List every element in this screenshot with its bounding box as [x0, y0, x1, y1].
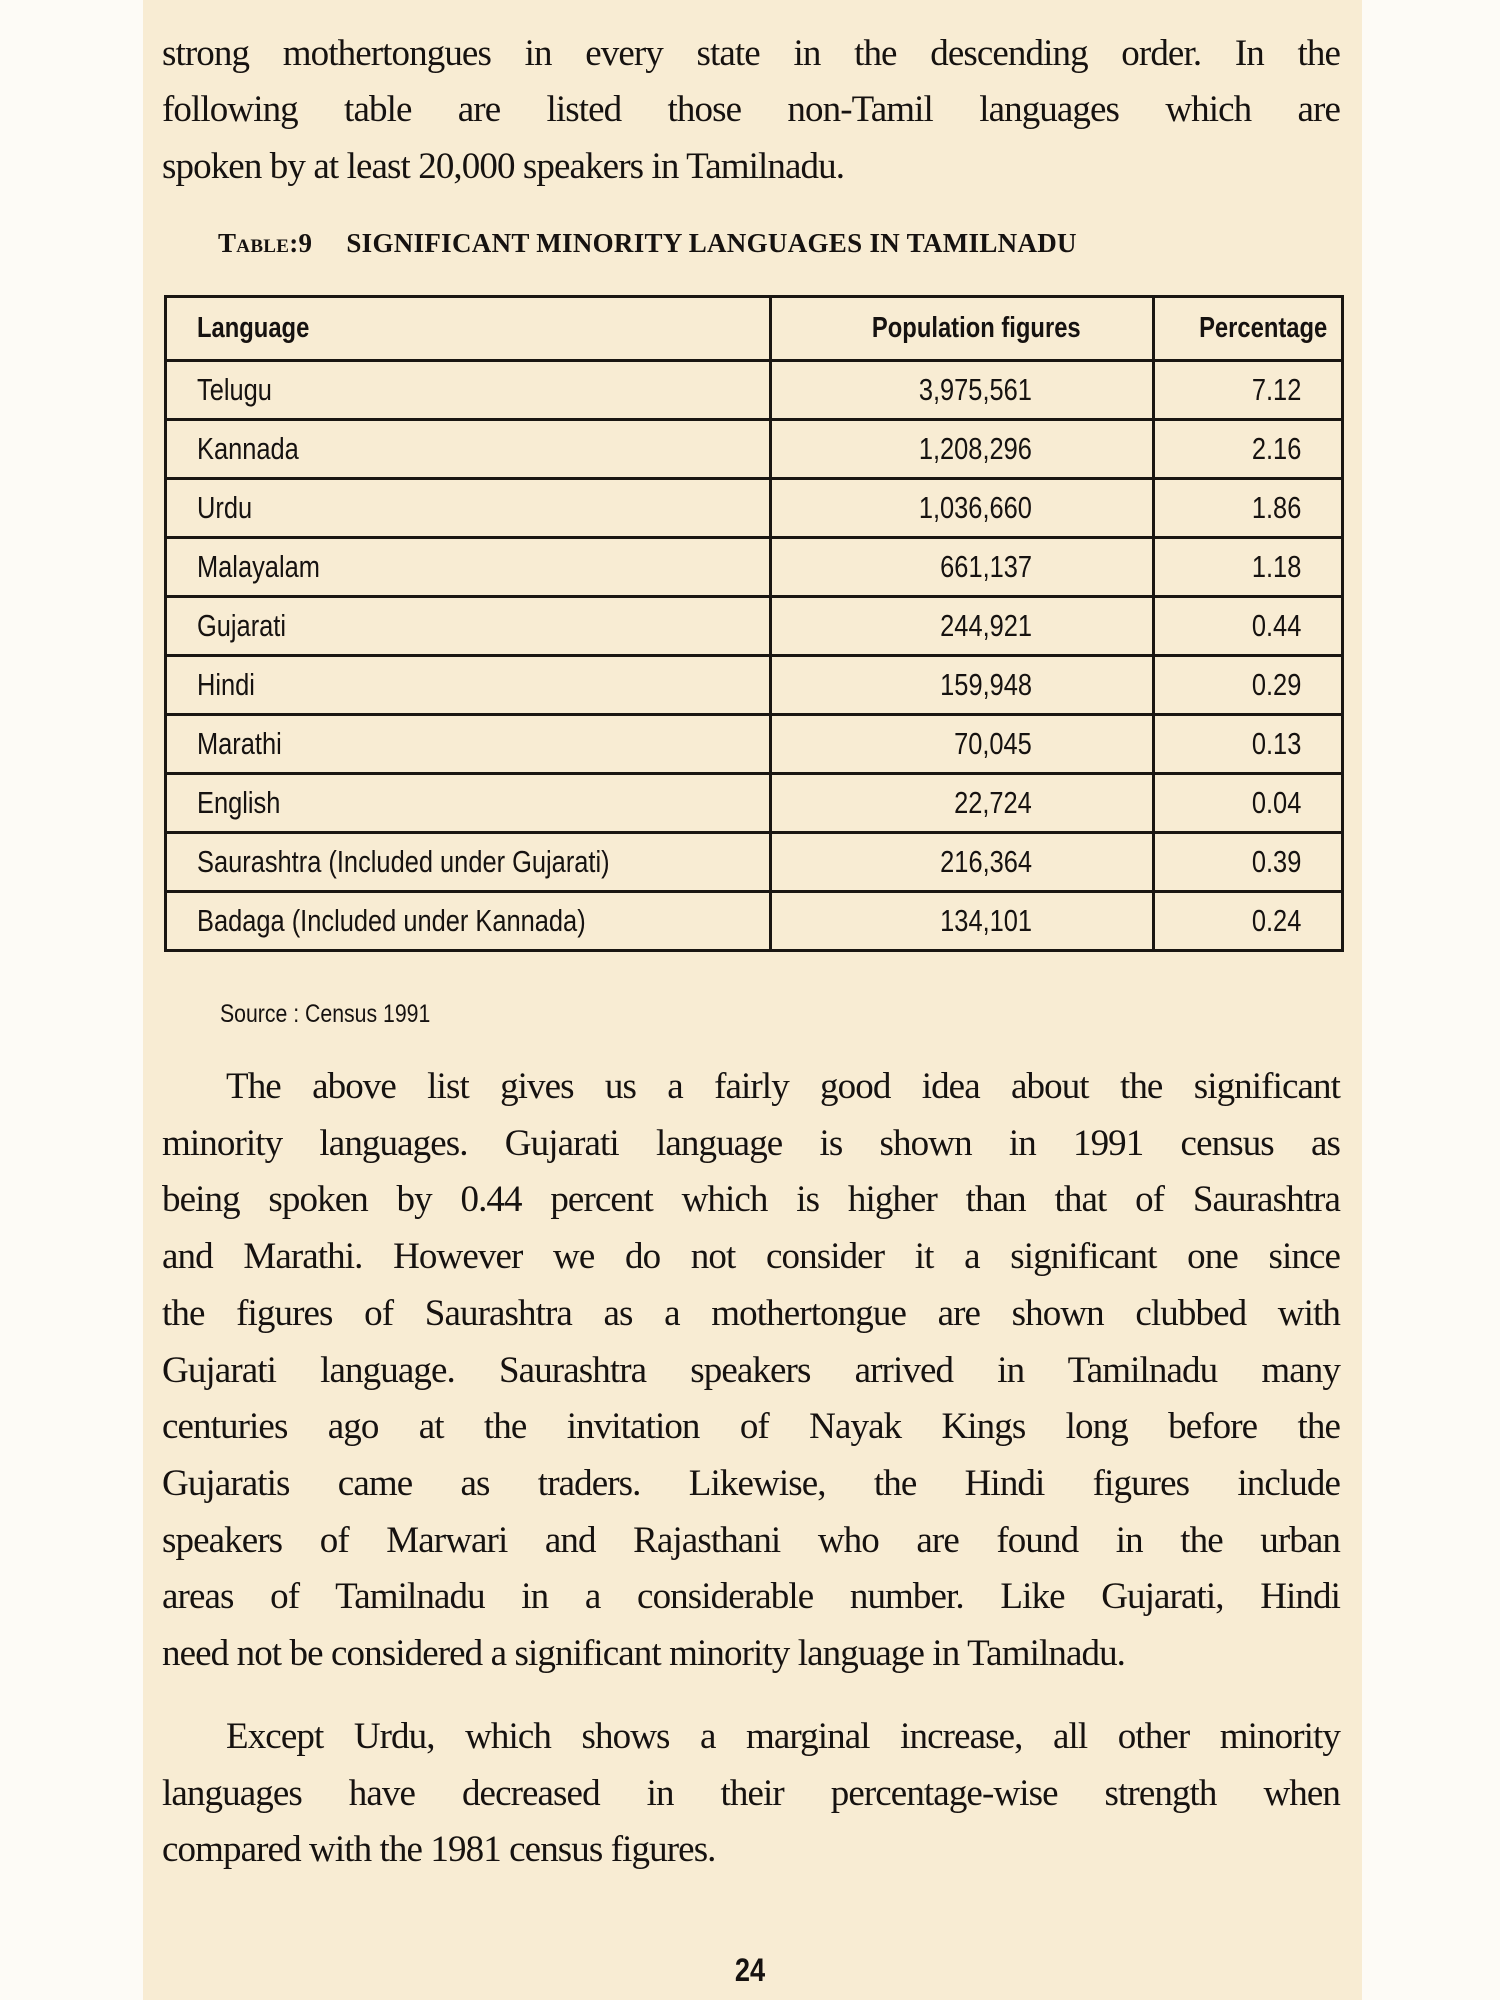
- cell-language: Kannada: [164, 418, 772, 480]
- cell-percentage: 1.18: [1151, 536, 1345, 598]
- table-number: Table:9: [218, 228, 313, 258]
- header-percentage: Percentage: [1151, 295, 1345, 362]
- text-line: spoken by at least 20,000 speakers in Ta…: [162, 146, 845, 187]
- table-caption: Table:9 SIGNIFICANT MINORITY LANGUAGES IN…: [218, 228, 1077, 259]
- text-line: Gujaratis came as traders. Likewise, the…: [162, 1462, 1341, 1504]
- cell-percentage: 0.13: [1151, 713, 1345, 775]
- cell-population: 216,364: [768, 831, 1155, 893]
- cell-language: Marathi: [164, 713, 772, 775]
- cell-language: Saurashtra (Included under Gujarati): [164, 831, 772, 893]
- cell-language: Badaga (Included under Kannada): [164, 890, 772, 952]
- table-source: Source : Census 1991: [220, 1000, 431, 1028]
- minority-languages-table: Language Population figures Percentage T…: [164, 295, 1345, 952]
- cell-percentage: 1.86: [1151, 477, 1345, 539]
- text-line: speakers of Marwari and Rajasthani who a…: [162, 1519, 1341, 1561]
- page-number: 24: [734, 1952, 766, 1988]
- text-line: Except Urdu, which shows a marginal incr…: [226, 1716, 1341, 1757]
- table-header-row: Language Population figures Percentage: [164, 295, 1345, 362]
- cell-population: 3,975,561: [768, 359, 1155, 421]
- table-title: SIGNIFICANT MINORITY LANGUAGES IN TAMILN…: [346, 228, 1077, 258]
- text-line: compared with the 1981 census figures.: [162, 1829, 716, 1871]
- cell-percentage: 0.39: [1151, 831, 1345, 893]
- cell-percentage: 0.44: [1151, 595, 1345, 657]
- text-line: Gujarati language. Saurashtra speakers a…: [162, 1349, 1341, 1391]
- cell-population: 134,101: [768, 890, 1155, 952]
- text-line: and Marathi. However we do not consider …: [162, 1236, 1341, 1278]
- cell-language: Hindi: [164, 654, 772, 716]
- table-row: Malayalam 661,137 1.18: [164, 536, 1345, 598]
- cell-population: 22,724: [768, 772, 1155, 834]
- table-row: Marathi 70,045 0.13: [164, 713, 1345, 775]
- cell-percentage: 7.12: [1151, 359, 1345, 421]
- cell-percentage: 0.24: [1151, 890, 1345, 952]
- cell-percentage: 0.29: [1151, 654, 1345, 716]
- cell-population: 1,208,296: [768, 418, 1155, 480]
- cell-language: Gujarati: [164, 595, 772, 657]
- cell-percentage: 2.16: [1151, 418, 1345, 480]
- cell-population: 661,137: [768, 536, 1155, 598]
- table-row: Telugu 3,975,561 7.12: [164, 359, 1345, 421]
- cell-language: Malayalam: [164, 536, 772, 598]
- header-population: Population figures: [768, 295, 1155, 362]
- table-row: Badaga (Included under Kannada) 134,101 0.…: [164, 890, 1345, 952]
- text-line: strong mothertongues in every state in t…: [162, 33, 1341, 74]
- text-line: minority languages. Gujarati language is…: [162, 1122, 1341, 1164]
- table-row: Hindi 159,948 0.29: [164, 654, 1345, 716]
- header-language: Language: [164, 295, 772, 362]
- text-line: being spoken by 0.44 percent which is hi…: [162, 1179, 1341, 1221]
- cell-population: 244,921: [768, 595, 1155, 657]
- cell-language: Urdu: [164, 477, 772, 539]
- text-line: areas of Tamilnadu in a considerable num…: [162, 1576, 1341, 1618]
- cell-percentage: 0.04: [1151, 772, 1345, 834]
- table-row: Urdu 1,036,660 1.86: [164, 477, 1345, 539]
- table-row: Kannada 1,208,296 2.16: [164, 418, 1345, 480]
- table-row: Saurashtra (Included under Gujarati) 216,…: [164, 831, 1345, 893]
- cell-population: 70,045: [768, 713, 1155, 775]
- text-line: The above list gives us a fairly good id…: [226, 1066, 1341, 1107]
- text-line: need not be considered a significant min…: [162, 1633, 1126, 1674]
- table-row: Gujarati 244,921 0.44: [164, 595, 1345, 657]
- cell-language: English: [164, 772, 772, 834]
- text-line: languages have decreased in their percen…: [162, 1772, 1341, 1814]
- text-line: centuries ago at the invitation of Nayak…: [162, 1406, 1341, 1448]
- cell-language: Telugu: [164, 359, 772, 421]
- text-line: following table are listed those non-Tam…: [162, 89, 1341, 130]
- table-row: English 22,724 0.04: [164, 772, 1345, 834]
- cell-population: 1,036,660: [768, 477, 1155, 539]
- cell-population: 159,948: [768, 654, 1155, 716]
- text-line: the figures of Saurashtra as a motherton…: [162, 1292, 1341, 1334]
